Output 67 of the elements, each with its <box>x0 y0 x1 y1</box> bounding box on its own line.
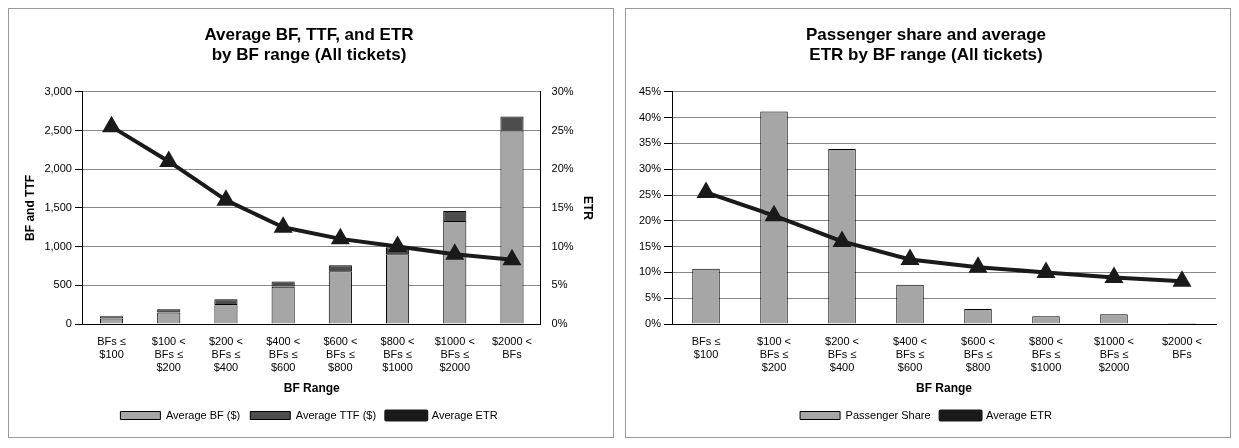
x-tick-label: BFs ≤ $100 <box>691 334 721 360</box>
y-tick-label: 2,000 <box>44 162 72 175</box>
legend-label: Average ETR <box>986 408 1052 421</box>
x-tick-label: $400 < BFs ≤ $600 <box>266 334 301 374</box>
point <box>969 258 987 273</box>
point <box>1037 263 1055 278</box>
x-tick-label: $100 < BFs ≤ $200 <box>757 334 791 374</box>
point <box>1104 266 1124 284</box>
point <box>217 191 235 206</box>
y-tick-label: 10% <box>638 265 662 278</box>
point <box>388 235 407 253</box>
y-tick-label: 3,000 <box>44 84 72 97</box>
x-tick-label: $200 < BFs ≤ $400 <box>208 334 243 374</box>
y-tick-label: 30% <box>638 162 662 175</box>
x-tick-label: $1000 < BFs ≤ $2000 <box>434 334 475 374</box>
x-tick-label: $600 < BFs ≤ $800 <box>323 334 358 374</box>
point <box>697 183 715 198</box>
y-axis-title: BF and TTF <box>22 174 37 241</box>
x-tick-label: $2000 < BFs <box>1161 334 1203 360</box>
y2-tick-label: 15% <box>551 200 574 213</box>
x-tick-label: BFs ≤ $100 <box>97 334 126 360</box>
point <box>901 250 919 265</box>
y-tick-label: 15% <box>638 239 662 252</box>
point <box>503 250 521 266</box>
x-tick-label: $100 < BFs ≤ $200 <box>151 334 186 374</box>
point <box>765 206 783 222</box>
legend-label: Passenger Share <box>845 408 931 421</box>
y-tick-label: 20% <box>638 213 662 226</box>
y2-tick-label: 10% <box>551 239 574 252</box>
y-tick-label: 2,500 <box>44 123 72 136</box>
y-tick-label: 35% <box>638 136 662 149</box>
x-tick-label: $800 < BFs ≤ $1000 <box>380 334 415 374</box>
point <box>446 245 463 260</box>
x-axis-title: BF Range <box>283 381 341 396</box>
y-tick-label: 45% <box>638 84 662 97</box>
y-tick-label: 25% <box>638 188 662 201</box>
y-tick-label: 500 <box>53 278 72 291</box>
point <box>331 227 350 245</box>
point <box>275 218 292 233</box>
x-tick-label: $200 < BFs ≤ $400 <box>825 334 859 374</box>
x-tick-label: $2000 < BFs <box>491 334 533 360</box>
legend-label: Average BF ($) <box>165 408 241 421</box>
chart-title: Passenger share and average ETR by BF range (All tickets) <box>805 24 1047 65</box>
x-tick-label: $600 < BFs ≤ $800 <box>961 334 995 374</box>
y-tick-label: 40% <box>638 110 662 123</box>
point <box>833 232 851 247</box>
legend-label: Average ETR <box>431 408 498 421</box>
point <box>1173 272 1191 287</box>
y2-tick-label: 25% <box>551 123 574 136</box>
y-tick-label: 0 <box>65 317 72 330</box>
x-axis-title: BF Range <box>916 381 973 396</box>
y-tick-label: 0% <box>645 317 662 330</box>
y2-tick-label: 30% <box>551 84 574 97</box>
legend-label: Average TTF ($) <box>295 408 377 421</box>
chart-title: Average BF, TTF, and ETR by BF range (All tickets) <box>204 24 414 65</box>
y2-axis-title: ETR <box>581 195 596 221</box>
y2-tick-label: 5% <box>551 278 568 291</box>
y-tick-label: 1,000 <box>44 239 72 252</box>
y2-tick-label: 0% <box>551 317 568 330</box>
y-tick-label: 1,500 <box>44 200 72 213</box>
point <box>102 115 120 133</box>
y-tick-label: 5% <box>645 291 662 304</box>
x-tick-label: $1000 < BFs ≤ $2000 <box>1093 334 1135 374</box>
point <box>160 152 177 167</box>
x-tick-label: $800 < BFs ≤ $1000 <box>1029 334 1063 374</box>
y2-tick-label: 20% <box>551 162 574 175</box>
x-tick-label: $400 < BFs ≤ $600 <box>893 334 927 374</box>
